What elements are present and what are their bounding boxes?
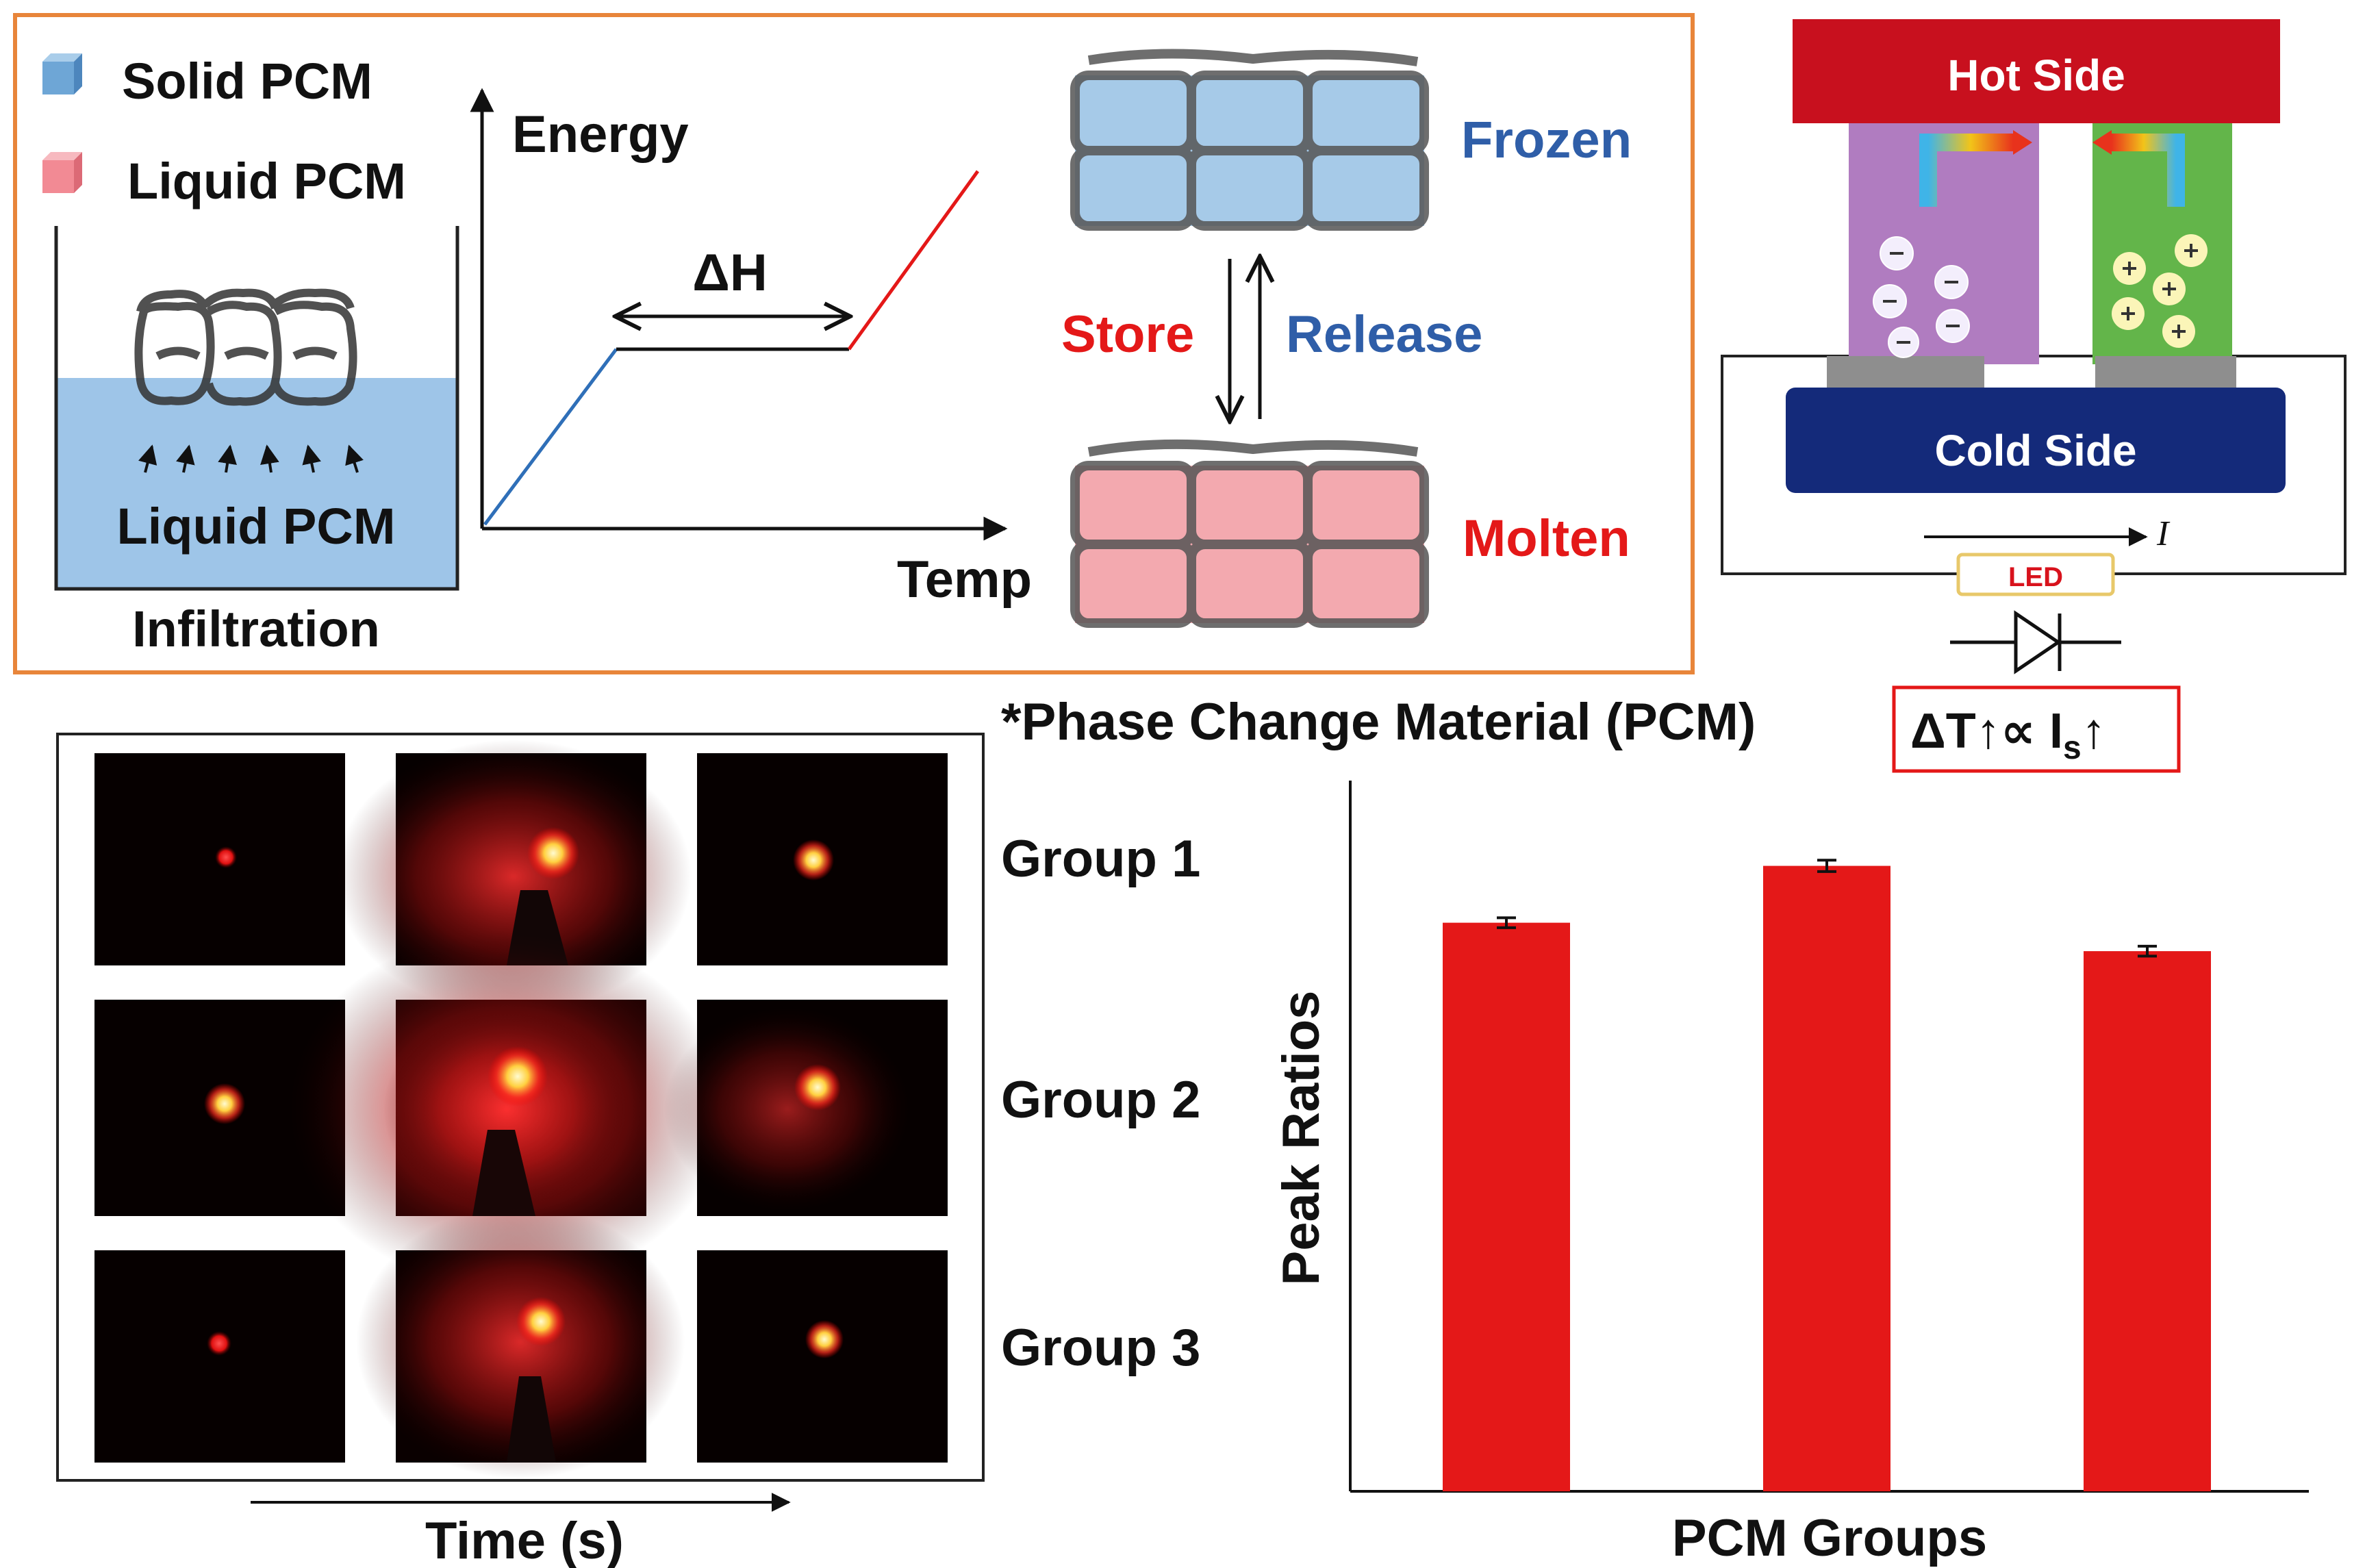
hot-side-plate <box>1793 19 2280 123</box>
latent-heat-label: ΔH <box>692 244 768 302</box>
infiltration-arrows <box>138 444 364 473</box>
led-box <box>1956 553 2115 596</box>
group-1-label: Group 1 <box>1001 830 1200 888</box>
legend: Solid PCM Liquid PCM <box>42 53 406 210</box>
thermoelectric-device: Hot Side Cold Side <box>1721 19 2347 773</box>
molten-label: Molten <box>1463 509 1630 568</box>
relation-box <box>1892 685 2181 773</box>
heat-flow-left-icon <box>1919 134 2013 207</box>
hot-side-label: Hot Side <box>1947 51 2125 100</box>
scaffold-icon <box>134 288 357 406</box>
photo-grid-frame <box>56 733 985 1482</box>
store-label: Store <box>1061 305 1194 364</box>
beaker-liquid-label: Liquid PCM <box>117 498 396 555</box>
led-label: LED <box>2008 562 2063 592</box>
chart-x-label: PCM Groups <box>1672 1509 1987 1567</box>
cold-side-label: Cold Side <box>1934 426 2136 475</box>
p-type-leg <box>2092 123 2232 364</box>
molten-cube-grid <box>1070 439 1429 628</box>
photo-r2-c2 <box>288 931 726 1287</box>
group-2-label: Group 2 <box>1001 1071 1200 1129</box>
current-label: I <box>2156 514 2171 553</box>
legend-liquid-label: Liquid PCM <box>127 153 406 210</box>
time-axis-label: Time (s) <box>425 1512 624 1568</box>
bar-group-2 <box>1763 865 1890 1491</box>
diode-symbol-icon <box>1950 610 2121 674</box>
peak-ratio-chart: PCM Groups Peak Ratios <box>1272 781 2309 1567</box>
error-bar-group-2 <box>1817 859 1836 873</box>
heat-flow-right-icon <box>2112 134 2185 207</box>
release-label: Release <box>1286 305 1482 364</box>
error-bar-group-3 <box>2138 944 2157 958</box>
hole-signs <box>2121 244 2198 338</box>
photo-r2-c3 <box>664 1000 948 1216</box>
chart-y-label: Peak Ratios <box>1272 991 1330 1286</box>
cold-side-plate <box>1786 388 2286 493</box>
solid-heating-line <box>483 348 618 526</box>
photo-r3-c3 <box>697 1250 948 1463</box>
electron-signs <box>1883 252 1960 344</box>
error-bar-group-1 <box>1497 916 1516 929</box>
p-leg-contact <box>2095 356 2236 390</box>
liquid-pcm-swatch <box>42 152 82 193</box>
photo-r1-c3 <box>697 753 948 965</box>
n-leg-contact <box>1827 356 1984 390</box>
photo-r3-c2 <box>356 1205 685 1479</box>
bar-group-1 <box>1443 922 1570 1491</box>
infiltration-caption: Infiltration <box>132 600 380 657</box>
photo-r1-c1 <box>94 753 345 965</box>
concept-frame <box>13 13 1695 674</box>
photo-r3-c1 <box>94 1250 345 1463</box>
bar-group-3 <box>2084 951 2211 1491</box>
liquid-heating-line <box>847 170 980 351</box>
solid-pcm-swatch <box>42 53 82 94</box>
group-3-label: Group 3 <box>1001 1319 1200 1377</box>
energy-axis-label: Energy <box>512 105 689 164</box>
temp-axis-label: Temp <box>897 551 1032 609</box>
pcm-footnote: *Phase Change Material (PCM) <box>1001 693 1756 751</box>
legend-solid-label: Solid PCM <box>122 53 372 110</box>
infiltration-beaker: Liquid PCM <box>54 226 459 591</box>
relation-formula: ΔT↑∝ Is↑ <box>1910 704 2106 766</box>
energy-temperature-plot: Energy Temp ΔH <box>470 88 1032 609</box>
frozen-cube-grid <box>1070 49 1429 231</box>
frozen-label: Frozen <box>1461 111 1632 169</box>
